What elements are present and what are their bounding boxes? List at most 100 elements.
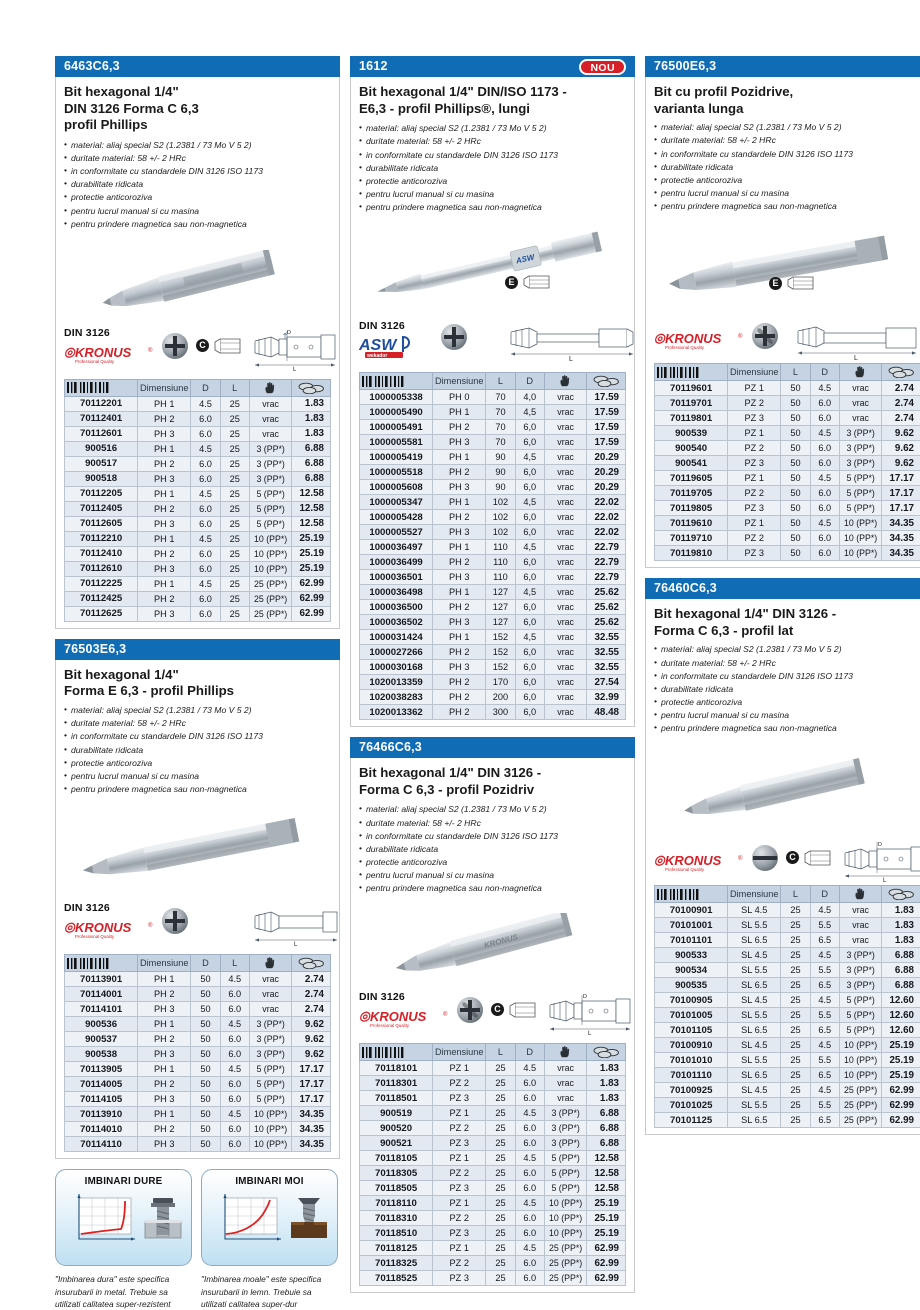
soft-joint-chart (211, 1192, 283, 1248)
product-block-1612: 1612 NOU Bit hexagonal 1/4" DIN/ISO 1173… (350, 56, 635, 727)
title-line: Bit hexagonal 1/4" DIN/ISO 1173 - (359, 84, 567, 99)
feature-item: pentru prindere magnetica sau non-magnet… (64, 783, 331, 796)
cell-a: 25 (486, 1091, 515, 1106)
feature-list: material: aliaj special S2 (1.2381 / 73 … (654, 121, 920, 213)
coins-icon (882, 364, 920, 381)
coins-icon (882, 886, 920, 903)
cell-price: 9.62 (292, 1047, 331, 1062)
